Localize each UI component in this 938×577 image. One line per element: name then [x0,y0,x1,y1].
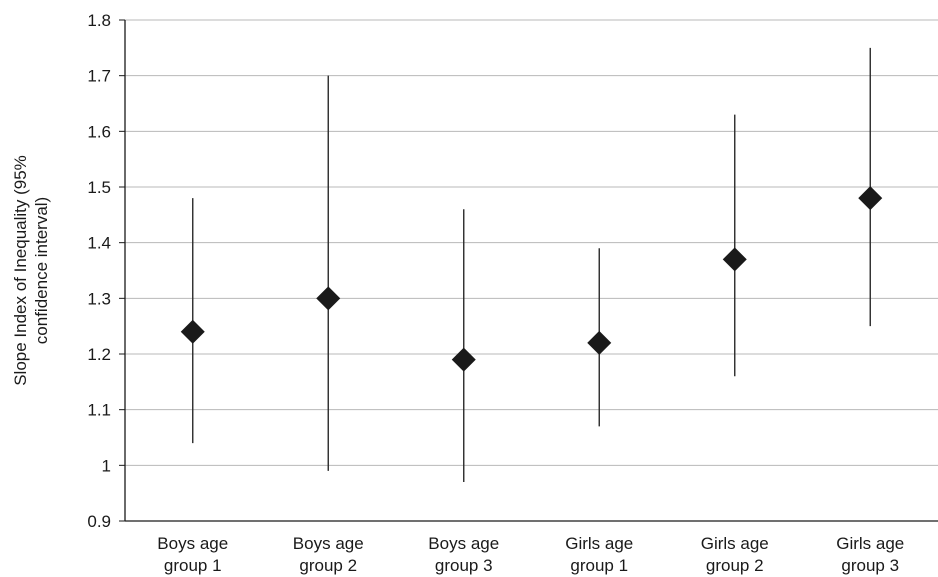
y-tick-label: 1.3 [87,289,111,308]
data-points [180,186,883,372]
y-axis-title-line: confidence interval) [32,197,51,344]
data-point-diamond [316,286,341,311]
x-tick-label-line: Girls age [565,534,633,553]
y-axis-title-line: Slope Index of Inequality (95% [11,155,30,386]
gridlines [125,19,938,466]
x-tick-label-line: Boys age [293,534,364,553]
x-tick-label: Girls age group 3 [836,534,904,575]
y-tick-label: 1.4 [87,234,111,253]
x-tick-label-line: Girls age [701,534,769,553]
x-tick-label: Boys age group 2 [293,534,364,575]
y-tick-label: 1.2 [87,345,111,364]
x-tick-label-line: group 2 [706,556,764,575]
x-tick-label-line: Boys age [157,534,228,553]
y-tick-label: 1.7 [87,67,111,86]
y-axis-title: Slope Index of Inequality (95% confidence… [11,155,51,386]
x-tick-label: Girls age group 1 [565,534,633,575]
y-tick-label: 0.9 [87,512,111,531]
data-point-diamond [451,347,476,372]
y-tick-label: 1.6 [87,122,111,141]
error-bars [192,47,871,483]
x-tick-label-line: group 2 [299,556,357,575]
x-tick-label: Boys age group 3 [428,534,499,575]
x-tick-label-line: Girls age [836,534,904,553]
x-tick-label-line: group 1 [570,556,628,575]
data-point-diamond [587,330,612,355]
x-axis-ticks: Boys age group 1 Boys age group 2 Boys age gr… [157,534,904,575]
y-axis-ticks: 0.9 1 1.1 1.2 1.3 1.4 1.5 1.6 1.7 1.8 [87,11,125,531]
data-point-diamond [180,319,205,344]
y-tick-label: 1.8 [87,11,111,30]
x-tick-label-line: group 3 [841,556,899,575]
y-tick-label: 1 [102,456,111,475]
x-tick-label: Girls age group 2 [701,534,769,575]
x-tick-label-line: group 1 [164,556,222,575]
y-tick-label: 1.5 [87,178,111,197]
x-tick-label-line: Boys age [428,534,499,553]
x-tick-label-line: group 3 [435,556,493,575]
y-tick-label: 1.1 [87,401,111,420]
data-point-diamond [722,247,747,272]
data-point-diamond [858,186,883,211]
x-tick-label: Boys age group 1 [157,534,228,575]
